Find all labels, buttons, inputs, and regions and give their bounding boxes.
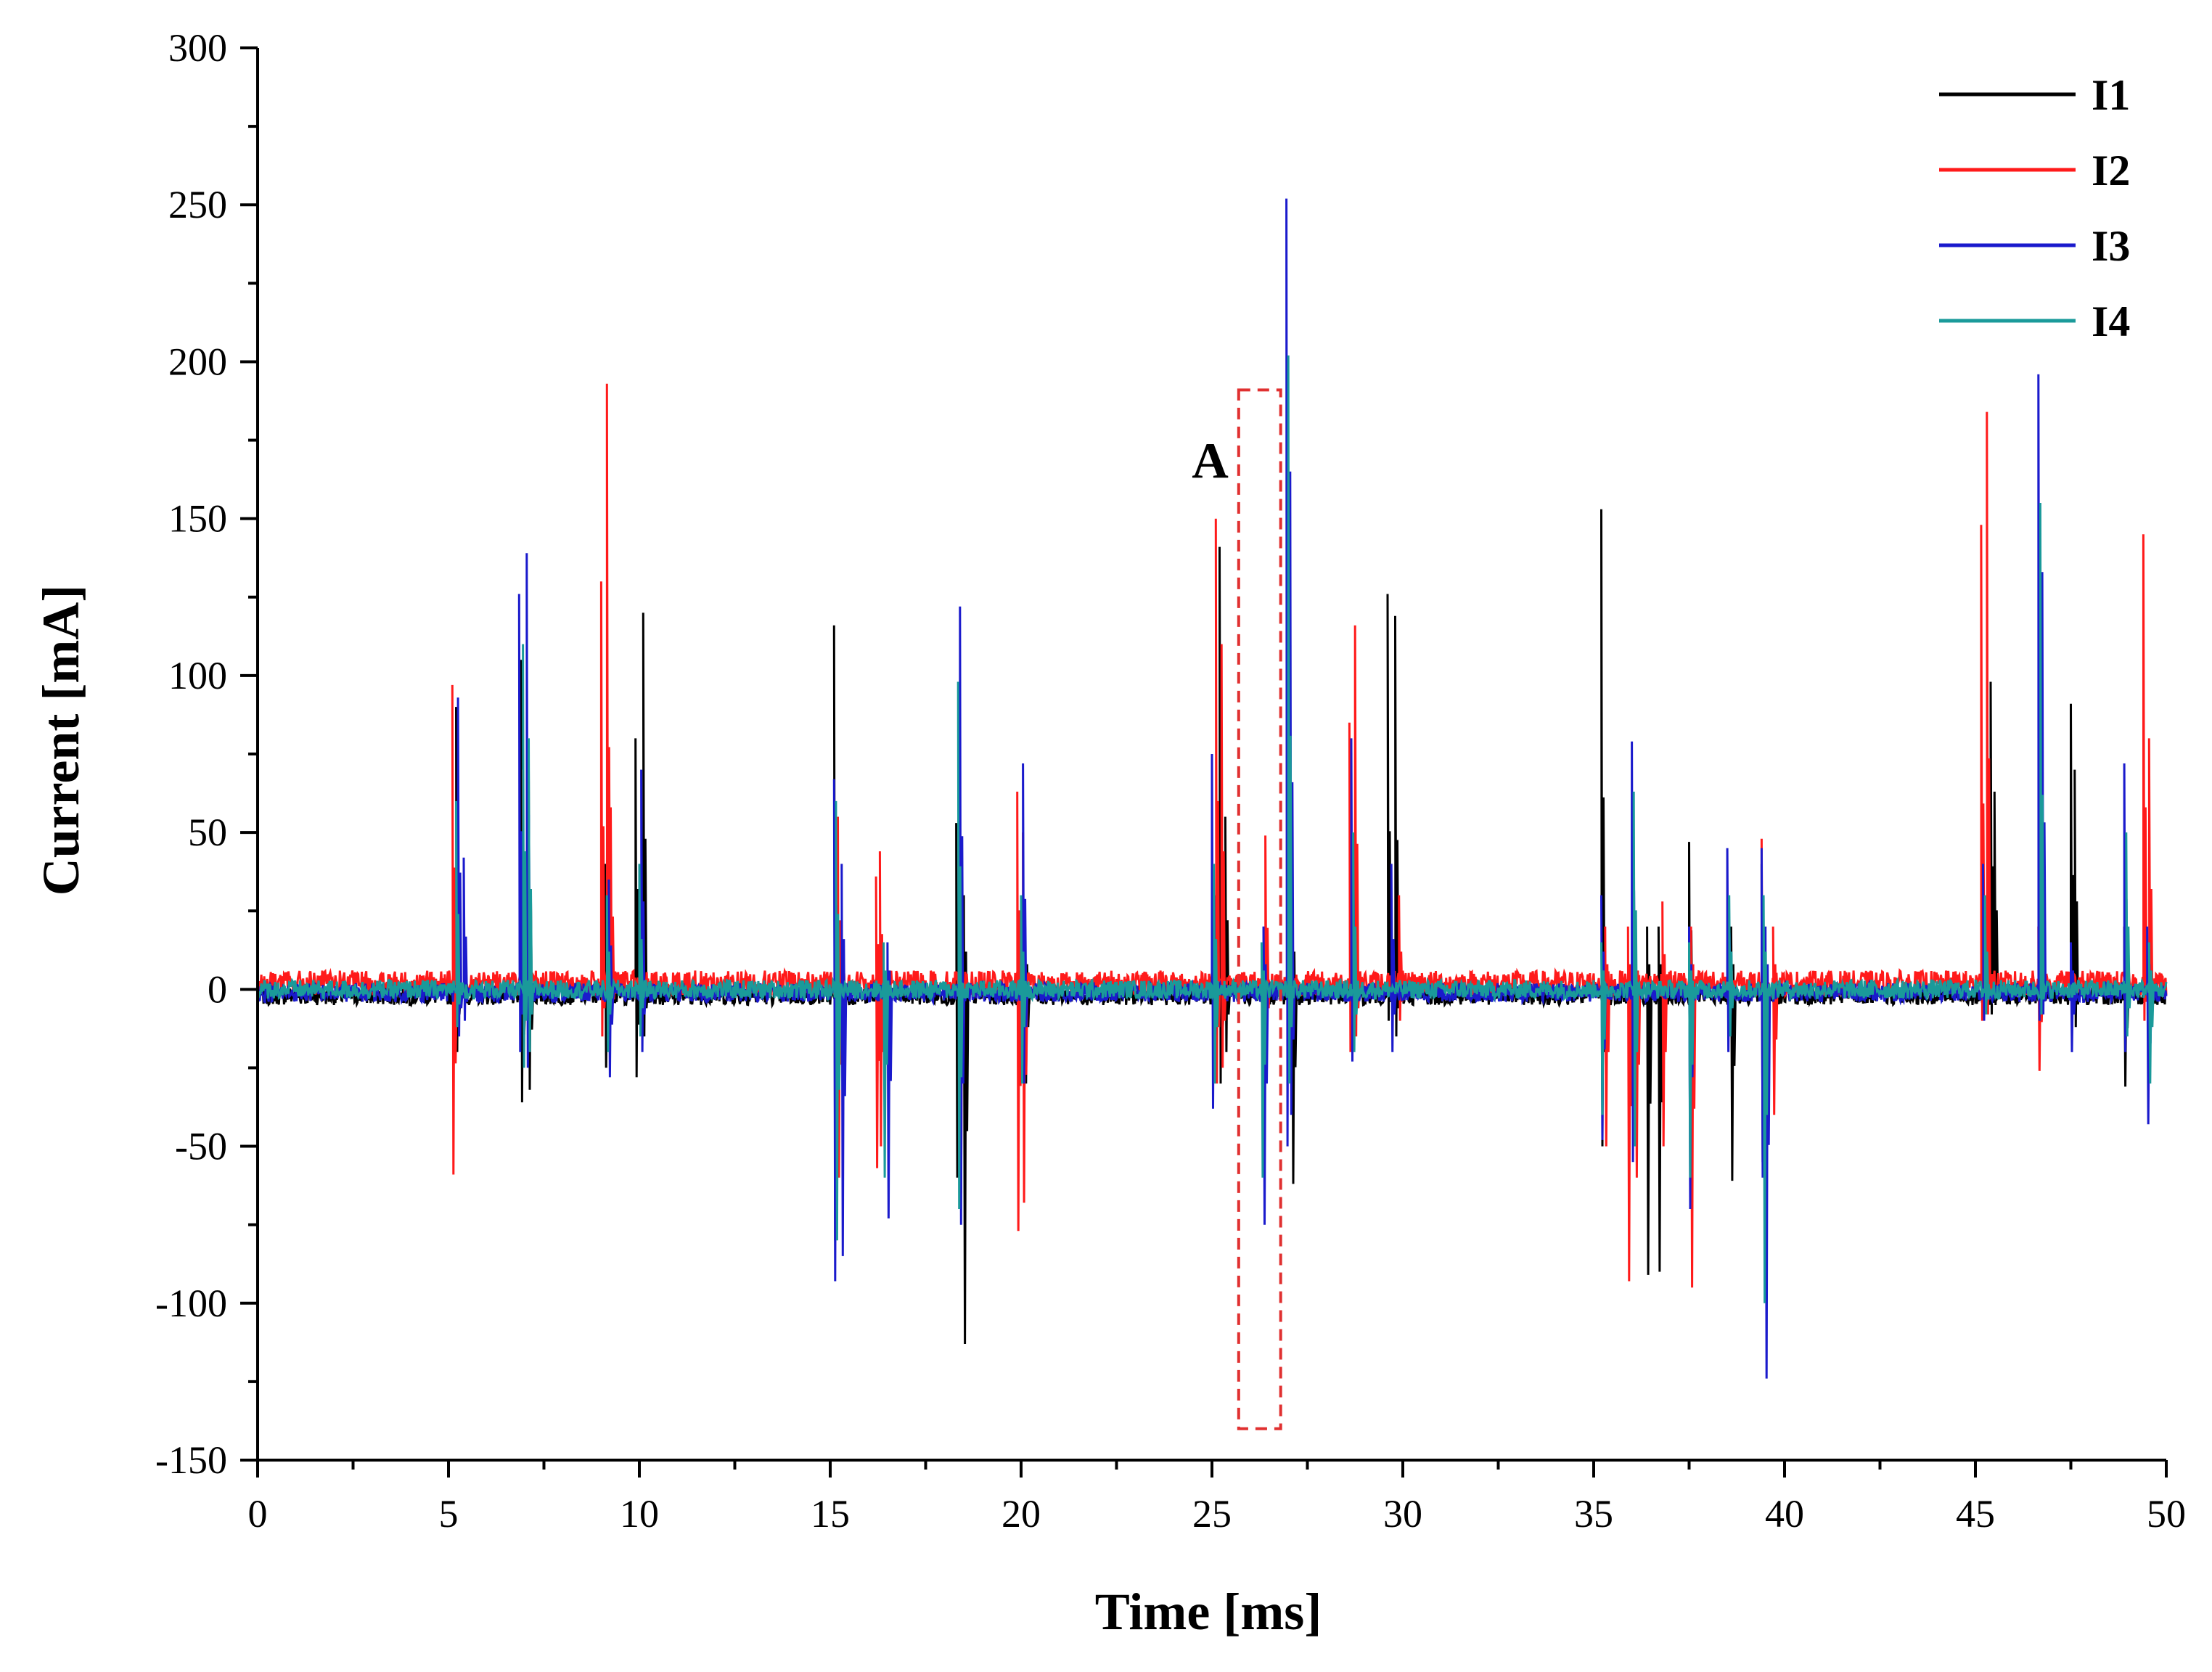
legend-label-I2: I2	[2092, 147, 2130, 194]
x-tick-label: 35	[1574, 1492, 1613, 1536]
legend-label-I3: I3	[2092, 222, 2130, 270]
x-tick-label: 15	[811, 1492, 850, 1536]
y-tick-label: 100	[168, 654, 227, 697]
y-tick-label: -100	[155, 1282, 227, 1325]
y-tick-label: 0	[208, 967, 227, 1011]
y-tick-label: 150	[168, 497, 227, 541]
series-layer	[256, 198, 2168, 1379]
x-tick-label: 40	[1765, 1492, 1804, 1536]
x-tick-label: 45	[1956, 1492, 1995, 1536]
series-line-I4	[256, 355, 2168, 1303]
annotation-layer: A	[1192, 388, 1282, 1430]
y-tick-label: 200	[168, 340, 227, 383]
series-I2	[256, 383, 2168, 1288]
y-tick-label: 300	[168, 26, 227, 70]
y-tick-label: 50	[188, 811, 227, 854]
y-axis-title: Current [mA]	[32, 585, 90, 896]
y-tick-label: 250	[168, 183, 227, 226]
series-line-I2	[256, 383, 2168, 1288]
series-line-I3	[257, 198, 2168, 1379]
annotation-box-A	[1237, 388, 1282, 1430]
annotation-label-A: A	[1192, 433, 1229, 489]
x-axis-title: Time [ms]	[1095, 1583, 1322, 1641]
x-tick-label: 0	[248, 1492, 268, 1536]
x-tick-label: 25	[1192, 1492, 1232, 1536]
series-I3	[257, 198, 2168, 1379]
x-tick-label: 5	[439, 1492, 459, 1536]
ticks-layer: 0 5 10 15 20 25 30 35 40 45 50 -150 -100 -50 0 50 100 150…	[155, 26, 2186, 1536]
legend-label-I1: I1	[2092, 71, 2130, 119]
y-tick-label: -50	[175, 1125, 227, 1168]
x-tick-label: 30	[1383, 1492, 1422, 1536]
x-tick-label: 50	[2147, 1492, 2186, 1536]
legend: I1 I2 I3 I4	[1939, 71, 2130, 345]
x-tick-label: 20	[1001, 1492, 1041, 1536]
legend-label-I4: I4	[2092, 298, 2130, 345]
series-I4	[256, 355, 2168, 1303]
x-tick-label: 10	[620, 1492, 659, 1536]
y-tick-label: -150	[155, 1438, 227, 1482]
